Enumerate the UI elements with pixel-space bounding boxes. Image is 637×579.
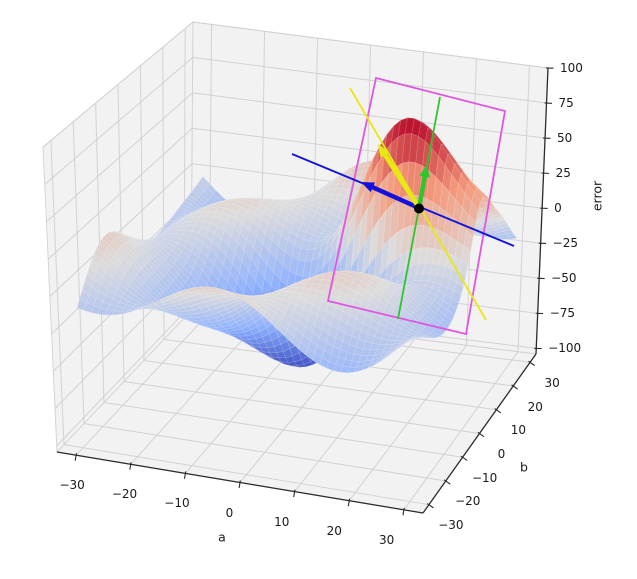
- figure-3d-surface: a b error −30 −20 −10 0 10 20 30 −30 −20 −10 0 10 20…: [0, 0, 637, 579]
- surface-plot-canvas: [0, 0, 637, 579]
